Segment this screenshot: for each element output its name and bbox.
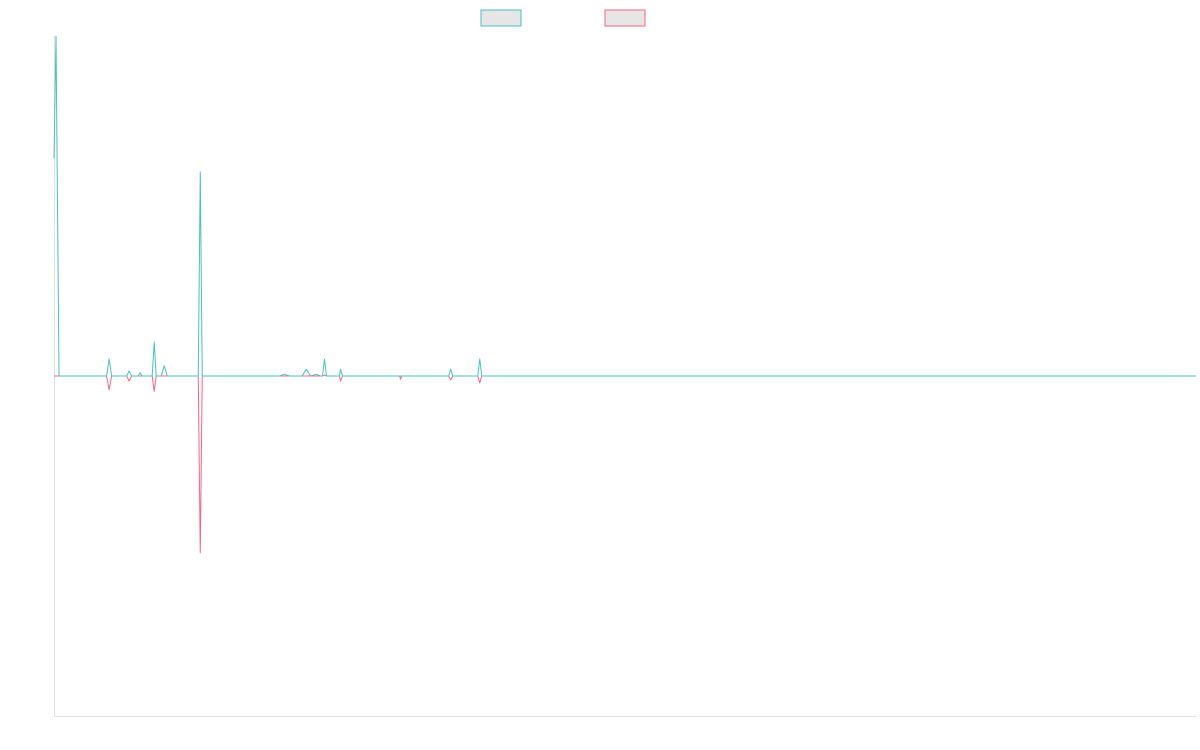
series-a-line: [53, 35, 1196, 377]
series-b-line: [54, 374, 1196, 554]
legend-swatch-series-b[interactable]: [604, 9, 646, 27]
legend-item-series-a[interactable]: [480, 9, 522, 27]
legend-swatch-series-a[interactable]: [480, 9, 522, 27]
legend: [480, 9, 646, 27]
legend-item-series-b[interactable]: [604, 9, 646, 27]
plot-area: [53, 35, 1196, 554]
